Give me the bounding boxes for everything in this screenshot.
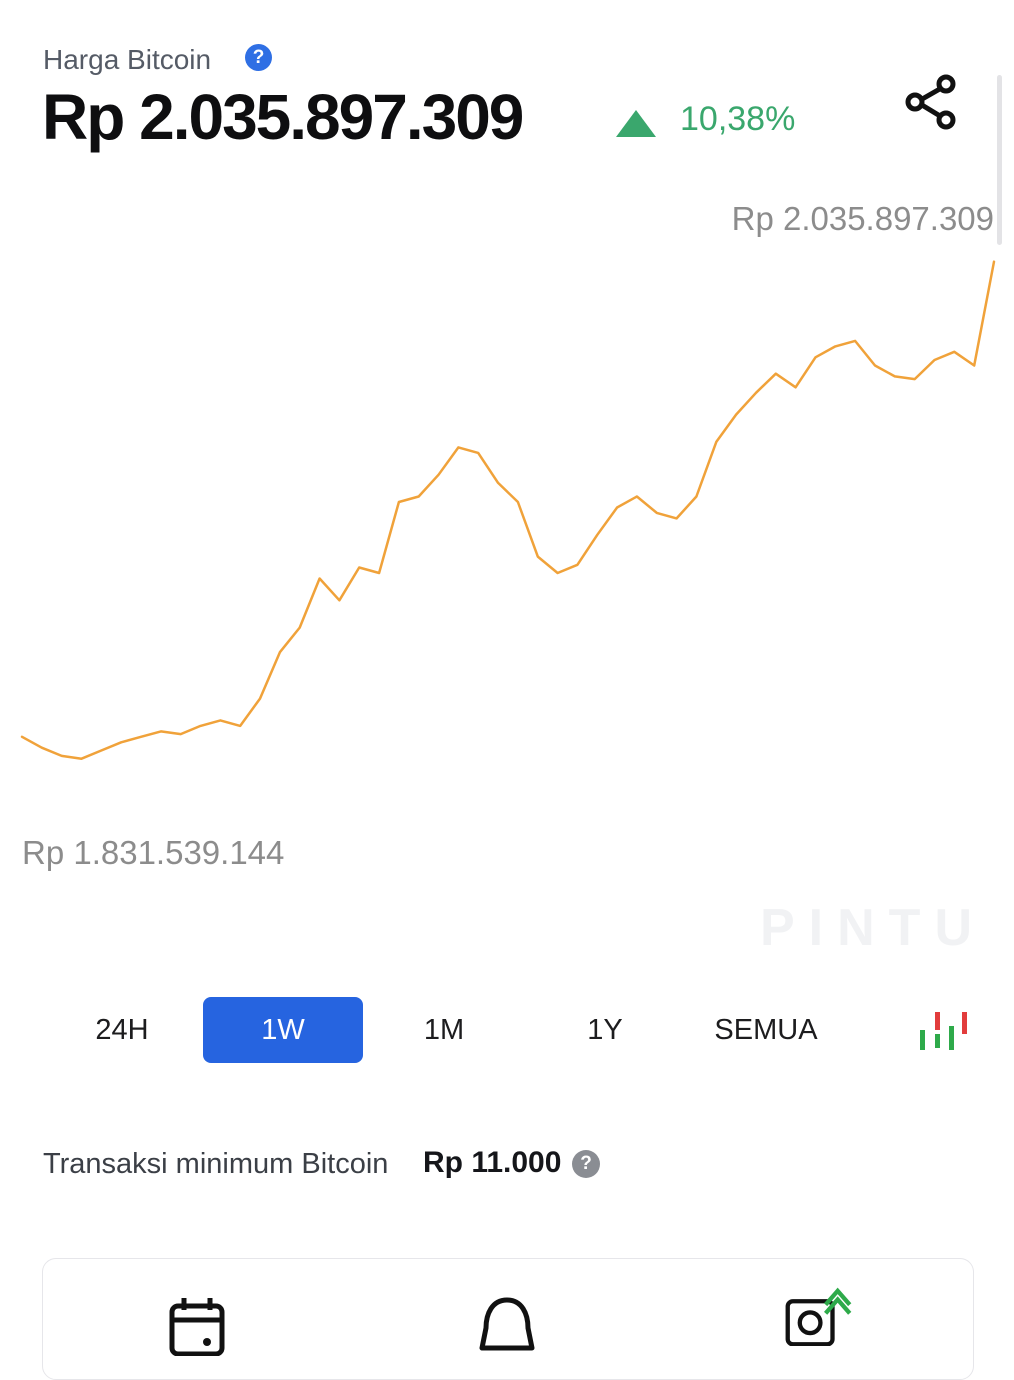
chart-max-label: Rp 2.035.897.309 [731, 200, 994, 237]
tab-semua[interactable]: SEMUA [714, 1013, 818, 1046]
calendar-icon[interactable] [162, 1294, 232, 1356]
tab-1y[interactable]: 1Y [587, 1013, 623, 1046]
min-transaction-label: Transaksi minimum Bitcoin [43, 1148, 389, 1180]
tab-1m[interactable]: 1M [423, 1013, 465, 1046]
candlestick-icon[interactable] [918, 1008, 970, 1054]
auto-invest-icon[interactable] [782, 1284, 852, 1346]
min-transaction-help-icon[interactable]: ? [572, 1150, 600, 1178]
scrollbar[interactable] [997, 75, 1002, 245]
triangle-up-icon [616, 110, 656, 137]
tab-24h[interactable]: 24H [95, 1013, 149, 1046]
price-change-percent: 10,38% [680, 100, 796, 138]
asset-label: Harga Bitcoin [43, 44, 212, 75]
bell-icon[interactable] [472, 1294, 542, 1356]
watermark: PINTU [760, 899, 986, 957]
current-price: Rp 2.035.897.309 [42, 81, 524, 153]
min-transaction-value: Rp 11.000 [423, 1146, 562, 1179]
price-line [20, 260, 996, 760]
chart-min-label: Rp 1.831.539.144 [22, 834, 285, 871]
share-icon[interactable] [903, 72, 959, 132]
help-icon[interactable]: ? [245, 44, 272, 71]
tab-1w[interactable]: 1W [203, 997, 363, 1063]
price-chart[interactable] [0, 240, 1014, 840]
